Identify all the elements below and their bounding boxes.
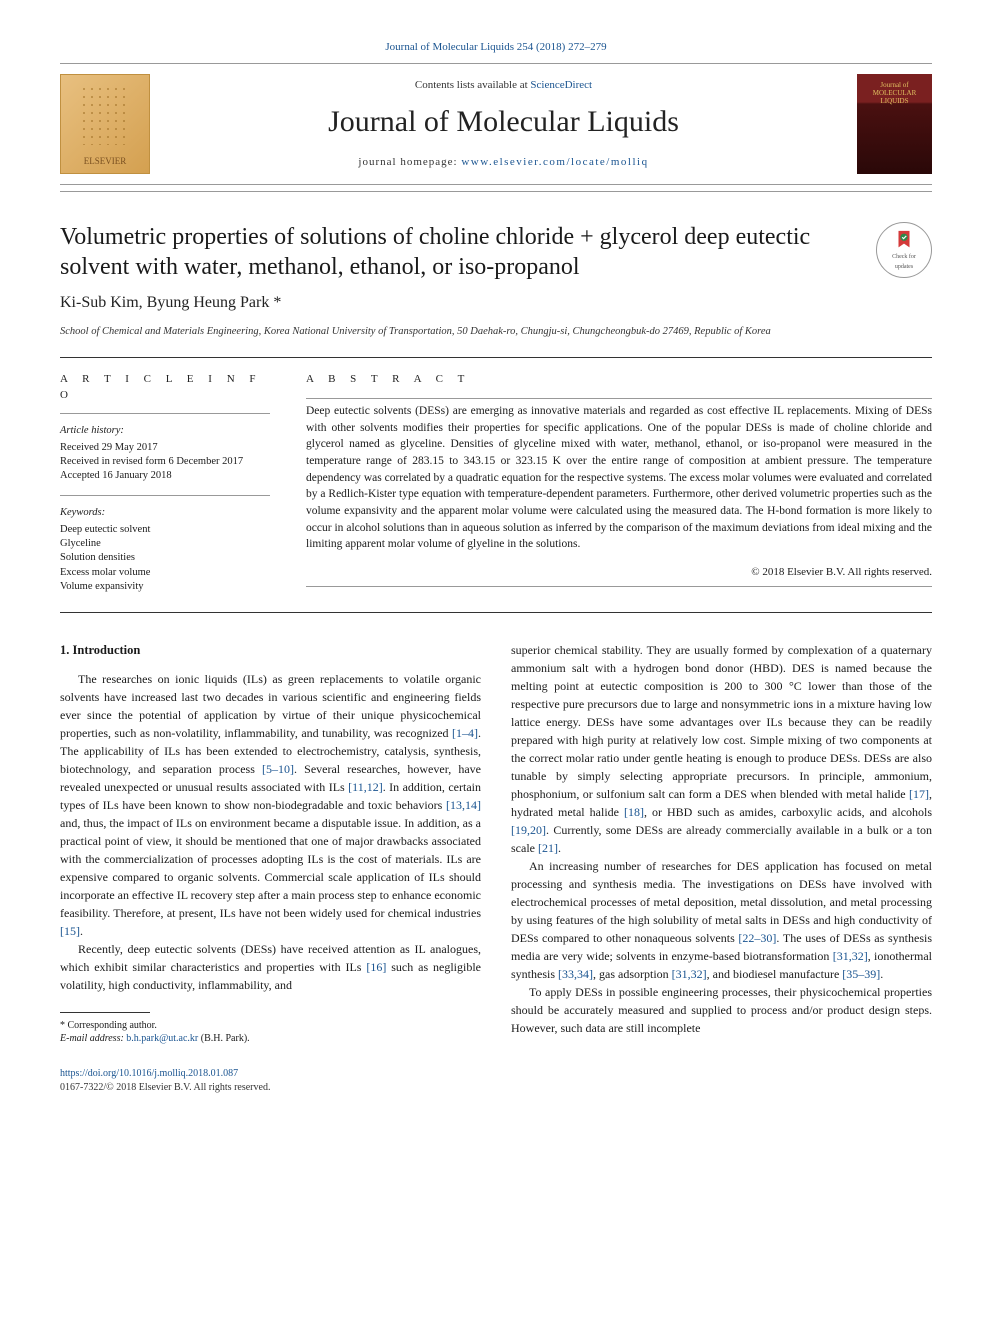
- ref-16[interactable]: [16]: [366, 960, 386, 974]
- ref-13-14[interactable]: [13,14]: [446, 798, 481, 812]
- abstract-heading: A B S T R A C T: [306, 372, 932, 387]
- abstract: A B S T R A C T Deep eutectic solvents (…: [306, 372, 932, 594]
- keyword-4: Volume expansivity: [60, 580, 270, 594]
- journal-name: Journal of Molecular Liquids: [170, 101, 837, 143]
- ref-31-32b[interactable]: [31,32]: [672, 967, 707, 981]
- info-rule-2: [60, 495, 270, 496]
- info-abstract-row: A R T I C L E I N F O Article history: R…: [60, 372, 932, 594]
- intro-heading: 1. Introduction: [60, 641, 481, 660]
- title-row: Volumetric properties of solutions of ch…: [60, 222, 932, 282]
- rights: © 2018 Elsevier B.V. All rights reserved…: [306, 565, 932, 580]
- homepage-pre: journal homepage:: [358, 156, 461, 168]
- contents-pre: Contents lists available at: [415, 79, 530, 91]
- footer: https://doi.org/10.1016/j.molliq.2018.01…: [60, 1067, 932, 1095]
- ref-33-34[interactable]: [33,34]: [558, 967, 593, 981]
- ref-5-10[interactable]: [5–10]: [262, 762, 294, 776]
- keyword-0: Deep eutectic solvent: [60, 523, 270, 537]
- left-p2: Recently, deep eutectic solvents (DESs) …: [60, 940, 481, 994]
- keyword-3: Excess molar volume: [60, 566, 270, 580]
- keyword-2: Solution densities: [60, 551, 270, 565]
- left-column: 1. Introduction The researches on ionic …: [60, 641, 481, 1045]
- rule-below-abstract: [60, 612, 932, 613]
- history-accepted: Accepted 16 January 2018: [60, 469, 270, 483]
- ref-22-30[interactable]: [22–30]: [738, 931, 776, 945]
- right-p1: superior chemical stability. They are us…: [511, 641, 932, 857]
- footnote-rule: [60, 1012, 150, 1013]
- corresponding-note: * Corresponding author.: [60, 1019, 481, 1032]
- ref-1-4[interactable]: [1–4]: [452, 726, 478, 740]
- homepage-line: journal homepage: www.elsevier.com/locat…: [170, 155, 837, 170]
- email-pre: E-mail address:: [60, 1033, 126, 1044]
- ref-17[interactable]: [17]: [909, 787, 929, 801]
- bookmark-check-icon: [893, 229, 915, 251]
- abstract-text: Deep eutectic solvents (DESs) are emergi…: [306, 403, 932, 553]
- cover-line3: LIQUIDS: [881, 98, 909, 106]
- right-p3: To apply DESs in possible engineering pr…: [511, 983, 932, 1037]
- ref-31-32a[interactable]: [31,32]: [833, 949, 868, 963]
- authors: Ki-Sub Kim, Byung Heung Park *: [60, 292, 932, 314]
- affiliation: School of Chemical and Materials Enginee…: [60, 325, 932, 340]
- sciencedirect-link[interactable]: ScienceDirect: [530, 79, 592, 91]
- body-columns: 1. Introduction The researches on ionic …: [60, 641, 932, 1045]
- footer-issn-rights: 0167-7322/© 2018 Elsevier B.V. All right…: [60, 1082, 270, 1093]
- ref-15[interactable]: [15]: [60, 924, 80, 938]
- author-email-link[interactable]: b.h.park@ut.ac.kr: [126, 1033, 198, 1044]
- ref-18[interactable]: [18]: [624, 805, 644, 819]
- email-post: (B.H. Park).: [198, 1033, 249, 1044]
- top-citation: Journal of Molecular Liquids 254 (2018) …: [60, 40, 932, 55]
- contents-line: Contents lists available at ScienceDirec…: [170, 78, 837, 93]
- left-p1: The researches on ionic liquids (ILs) as…: [60, 670, 481, 940]
- masthead: ELSEVIER Contents lists available at Sci…: [60, 63, 932, 185]
- check-updates-badge[interactable]: Check for updates: [876, 222, 932, 278]
- ref-11-12[interactable]: [11,12]: [348, 780, 383, 794]
- abstract-rule: [306, 398, 932, 399]
- page: Journal of Molecular Liquids 254 (2018) …: [0, 0, 992, 1135]
- ref-21[interactable]: [21]: [538, 841, 558, 855]
- email-note: E-mail address: b.h.park@ut.ac.kr (B.H. …: [60, 1032, 481, 1045]
- ref-35-39[interactable]: [35–39]: [842, 967, 880, 981]
- masthead-center: Contents lists available at ScienceDirec…: [170, 78, 837, 171]
- right-p2: An increasing number of researches for D…: [511, 857, 932, 983]
- updates-line2: updates: [895, 263, 913, 271]
- article-info: A R T I C L E I N F O Article history: R…: [60, 372, 270, 594]
- right-column: superior chemical stability. They are us…: [511, 641, 932, 1045]
- history-revised: Received in revised form 6 December 2017: [60, 455, 270, 469]
- top-citation-link[interactable]: Journal of Molecular Liquids 254 (2018) …: [385, 41, 606, 53]
- journal-cover-thumb: Journal of MOLECULAR LIQUIDS: [857, 74, 932, 174]
- homepage-link[interactable]: www.elsevier.com/locate/molliq: [461, 156, 648, 168]
- history-label: Article history:: [60, 424, 270, 439]
- article-title: Volumetric properties of solutions of ch…: [60, 222, 858, 282]
- keywords-label: Keywords:: [60, 506, 270, 521]
- keyword-1: Glyceline: [60, 537, 270, 551]
- rule-above-info: [60, 357, 932, 358]
- info-rule: [60, 413, 270, 414]
- updates-line1: Check for: [892, 253, 916, 261]
- elsevier-label: ELSEVIER: [84, 155, 127, 168]
- elsevier-logo: ELSEVIER: [60, 74, 150, 174]
- abstract-bottom-rule: [306, 586, 932, 587]
- history-received: Received 29 May 2017: [60, 441, 270, 455]
- ref-19-20[interactable]: [19,20]: [511, 823, 546, 837]
- article-info-heading: A R T I C L E I N F O: [60, 372, 270, 403]
- doi-link[interactable]: https://doi.org/10.1016/j.molliq.2018.01…: [60, 1068, 238, 1079]
- masthead-bottom-rule: [60, 191, 932, 192]
